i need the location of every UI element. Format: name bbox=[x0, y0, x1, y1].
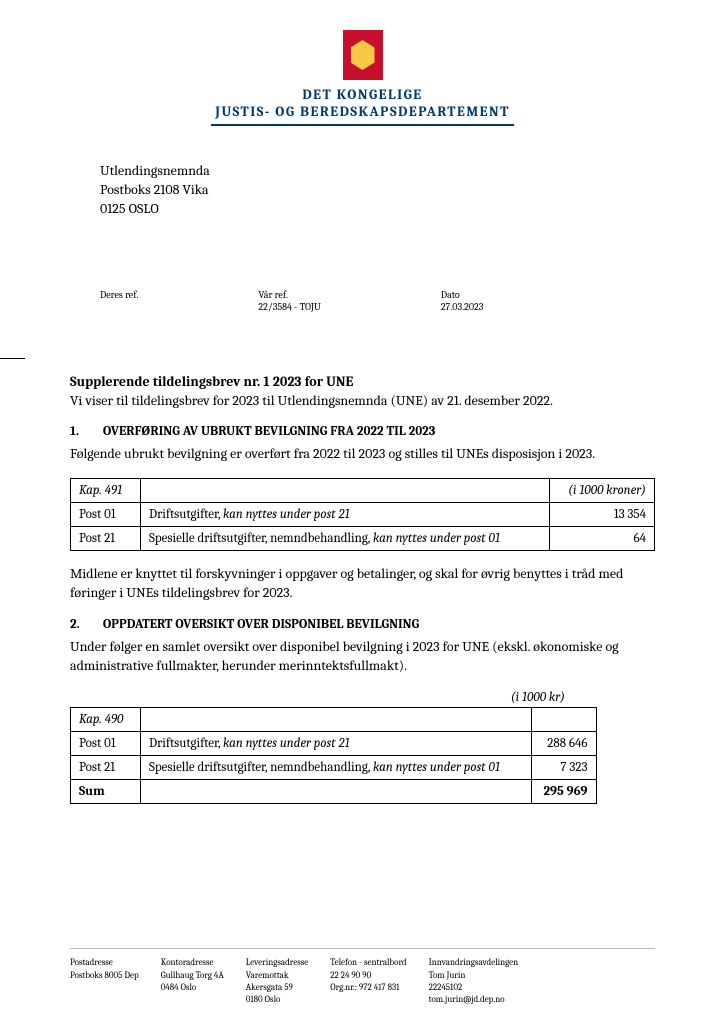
table-row: Post 21 Spesielle driftsutgifter, nemndb… bbox=[71, 755, 597, 779]
table2: Kap. 490 Post 01 Driftsutgifter, kan nyt… bbox=[70, 707, 597, 804]
table1-unit: (i 1000 kroner) bbox=[549, 479, 654, 503]
table2-header-row: Kap. 490 bbox=[71, 707, 597, 731]
t1-r0-val: 13 354 bbox=[549, 503, 654, 527]
recipient-addr2: 0125 OSLO bbox=[100, 200, 655, 219]
t1-r0-desc-plain: Driftsutgifter, bbox=[149, 507, 223, 522]
table2-blank1 bbox=[141, 707, 532, 731]
t1-r1-val: 64 bbox=[549, 527, 654, 551]
crest-box bbox=[343, 30, 383, 80]
ref-var-label: Vår ref. bbox=[258, 289, 320, 301]
f-c3-l1: Leveringsadresse bbox=[246, 957, 308, 969]
ref-var: Vår ref. 22/3584 - TOJU bbox=[258, 289, 320, 313]
section1-title: OVERFØRING AV UBRUKT BEVILGNING FRA 2022… bbox=[103, 424, 435, 439]
section1-para: Følgende ubrukt bevilgning er overført f… bbox=[70, 445, 655, 464]
f-c2-l1: Kontoradresse bbox=[161, 957, 224, 969]
footer-col2: Kontoradresse Gullhaug Torg 4A 0484 Oslo bbox=[161, 957, 224, 1006]
f-c5-l4: tom.jurin@jd.dep.no bbox=[429, 994, 519, 1006]
section2-heading: 2. OPPDATERT OVERSIKT OVER DISPONIBEL BE… bbox=[70, 617, 655, 632]
t2-r1-desc-plain: Spesielle driftsutgifter, nemndbehandlin… bbox=[149, 760, 373, 775]
table2-unit-above: (i 1000 kr) bbox=[70, 690, 655, 705]
footer-col5: Innvandringsavdelingen Tom Jurin 2224510… bbox=[429, 957, 519, 1006]
intro-text: Vi viser til tildelingsbrev for 2023 til… bbox=[70, 392, 553, 409]
doc-title: Supplerende tildelingsbrev nr. 1 2023 fo… bbox=[70, 373, 353, 390]
f-c4-l1: Telefon - sentralbord bbox=[330, 957, 406, 969]
t1-r1-post: Post 21 bbox=[71, 527, 141, 551]
crest-shield bbox=[351, 40, 375, 70]
f-c3-l2: Varemottak bbox=[246, 970, 308, 982]
table-row: Post 01 Driftsutgifter, kan nyttes under… bbox=[71, 731, 597, 755]
ministry-line1: DET KONGELIGE bbox=[70, 86, 655, 103]
f-c1-l2: Postboks 8005 Dep bbox=[70, 970, 139, 982]
f-c5-l1: Innvandringsavdelingen bbox=[429, 957, 519, 969]
t2-r0-desc-plain: Driftsutgifter, bbox=[149, 736, 223, 751]
footer-col1: Postadresse Postboks 8005 Dep bbox=[70, 957, 139, 1006]
ref-dato-label: Dato bbox=[441, 289, 484, 301]
t2-r0-desc: Driftsutgifter, kan nyttes under post 21 bbox=[141, 731, 532, 755]
t2-sum-val: 295 969 bbox=[531, 779, 596, 803]
f-c3-l4: 0180 Oslo bbox=[246, 994, 308, 1006]
section2-title: OPPDATERT OVERSIKT OVER DISPONIBEL BEVIL… bbox=[103, 617, 419, 632]
f-c5-l3: 22245102 bbox=[429, 982, 519, 994]
t2-r1-val: 7 323 bbox=[531, 755, 596, 779]
f-c4-l3: Org.nr.: 972 417 831 bbox=[330, 982, 406, 994]
ministry-header: DET KONGELIGE JUSTIS- OG BEREDSKAPSDEPAR… bbox=[70, 86, 655, 126]
t2-sum-label: Sum bbox=[71, 779, 141, 803]
references-row: Deres ref. Vår ref. 22/3584 - TOJU Dato … bbox=[100, 289, 655, 313]
ref-deres: Deres ref. bbox=[100, 289, 138, 313]
recipient-name: Utlendingsnemnda bbox=[100, 162, 655, 181]
table1-header-row: Kap. 491 (i 1000 kroner) bbox=[71, 479, 655, 503]
t2-r1-post: Post 21 bbox=[71, 755, 141, 779]
t2-r0-desc-ital: kan nyttes under post 21 bbox=[223, 736, 350, 751]
t1-r0-post: Post 01 bbox=[71, 503, 141, 527]
section1-heading: 1. OVERFØRING AV UBRUKT BEVILGNING FRA 2… bbox=[70, 424, 655, 439]
table1-kap: Kap. 491 bbox=[71, 479, 141, 503]
t1-r1-desc-ital: kan nyttes under post 01 bbox=[373, 531, 500, 546]
table2-sum-row: Sum 295 969 bbox=[71, 779, 597, 803]
margin-tick bbox=[0, 358, 25, 359]
ref-deres-label: Deres ref. bbox=[100, 289, 138, 301]
ref-dato-value: 27.03.2023 bbox=[441, 301, 484, 313]
ref-dato: Dato 27.03.2023 bbox=[441, 289, 484, 313]
table1-blank bbox=[141, 479, 550, 503]
mid-para: Midlene er knyttet til forskyvninger i o… bbox=[70, 565, 655, 603]
f-c1-l1: Postadresse bbox=[70, 957, 139, 969]
footer-col3: Leveringsadresse Varemottak Akersgata 59… bbox=[246, 957, 308, 1006]
ref-var-value: 22/3584 - TOJU bbox=[258, 301, 320, 313]
t2-sum-blank bbox=[141, 779, 532, 803]
section2-para: Under følger en samlet oversikt over dis… bbox=[70, 638, 655, 676]
f-c2-l2: Gullhaug Torg 4A bbox=[161, 970, 224, 982]
table1: Kap. 491 (i 1000 kroner) Post 01 Driftsu… bbox=[70, 478, 655, 551]
crest-logo bbox=[70, 30, 655, 80]
t1-r0-desc-ital: kan nyttes under post 21 bbox=[223, 507, 350, 522]
recipient-addr1: Postboks 2108 Vika bbox=[100, 181, 655, 200]
recipient-block: Utlendingsnemnda Postboks 2108 Vika 0125… bbox=[100, 162, 655, 219]
title-block: Supplerende tildelingsbrev nr. 1 2023 fo… bbox=[70, 373, 655, 411]
t1-r1-desc-plain: Spesielle driftsutgifter, nemndbehandlin… bbox=[149, 531, 373, 546]
t2-r1-desc-ital: kan nyttes under post 01 bbox=[373, 760, 500, 775]
t2-r0-post: Post 01 bbox=[71, 731, 141, 755]
f-c2-l3: 0484 Oslo bbox=[161, 982, 224, 994]
t2-r1-desc: Spesielle driftsutgifter, nemndbehandlin… bbox=[141, 755, 532, 779]
section1-num: 1. bbox=[70, 424, 100, 439]
f-c3-l3: Akersgata 59 bbox=[246, 982, 308, 994]
table2-blank2 bbox=[531, 707, 596, 731]
table-row: Post 21 Spesielle driftsutgifter, nemndb… bbox=[71, 527, 655, 551]
f-c4-l2: 22 24 90 90 bbox=[330, 970, 406, 982]
t1-r1-desc: Spesielle driftsutgifter, nemndbehandlin… bbox=[141, 527, 550, 551]
t2-r0-val: 288 646 bbox=[531, 731, 596, 755]
page-content: DET KONGELIGE JUSTIS- OG BEREDSKAPSDEPAR… bbox=[0, 0, 725, 804]
footer: Postadresse Postboks 8005 Dep Kontoradre… bbox=[70, 948, 655, 1006]
f-c5-l2: Tom Jurin bbox=[429, 970, 519, 982]
table-row: Post 01 Driftsutgifter, kan nyttes under… bbox=[71, 503, 655, 527]
table2-kap: Kap. 490 bbox=[71, 707, 141, 731]
section2-num: 2. bbox=[70, 617, 100, 632]
t1-r0-desc: Driftsutgifter, kan nyttes under post 21 bbox=[141, 503, 550, 527]
footer-col4: Telefon - sentralbord 22 24 90 90 Org.nr… bbox=[330, 957, 406, 1006]
ministry-line2: JUSTIS- OG BEREDSKAPSDEPARTEMENT bbox=[211, 103, 514, 126]
